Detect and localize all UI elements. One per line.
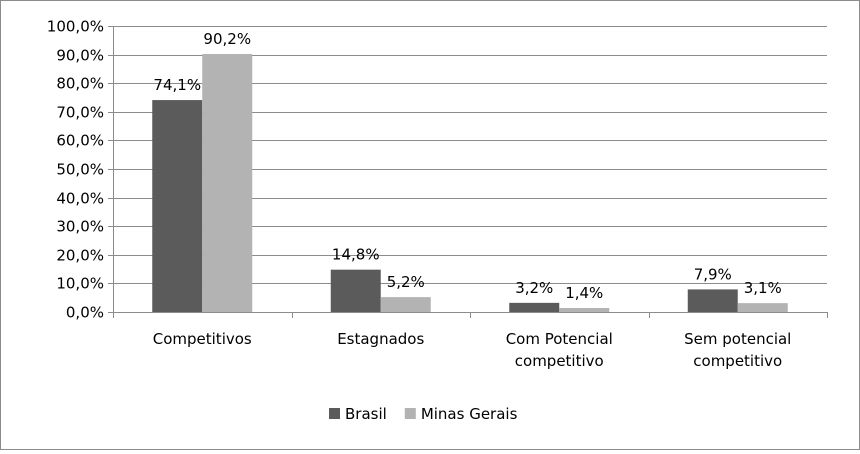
- y-tick-label: 40,0%: [56, 190, 104, 208]
- category-label: Competitivos: [153, 330, 252, 348]
- category-label: competitivo: [515, 352, 604, 370]
- bar-minas-gerais: [737, 303, 788, 312]
- data-label: 5,2%: [387, 273, 425, 291]
- y-tick-label: 30,0%: [56, 218, 104, 236]
- category-label: Com Potencial: [506, 330, 613, 348]
- data-label: 90,2%: [203, 30, 251, 48]
- legend-swatch: [329, 408, 340, 419]
- y-tick-label: 70,0%: [56, 104, 104, 122]
- legend-label: Minas Gerais: [421, 405, 518, 423]
- data-label: 74,1%: [153, 76, 201, 94]
- y-tick-label: 60,0%: [56, 132, 104, 150]
- legend: Brasil Minas Gerais: [329, 405, 518, 423]
- data-label: 3,2%: [515, 279, 553, 297]
- y-tick-label: 10,0%: [56, 275, 104, 293]
- category-label: competitivo: [693, 352, 782, 370]
- y-tick-label: 50,0%: [56, 161, 104, 179]
- axes: 0,0% 10,0% 20,0% 30,0% 40,0% 50,0% 60,0% 70,0% 8…: [47, 18, 828, 370]
- bar-brasil: [152, 100, 203, 312]
- data-label: 7,9%: [694, 265, 732, 283]
- bar-brasil: [330, 269, 381, 312]
- bars: [152, 54, 788, 312]
- category-label: Estagnados: [337, 330, 424, 348]
- bar-brasil: [509, 302, 560, 312]
- bar-minas-gerais: [202, 54, 253, 312]
- category-label: Sem potencial: [684, 330, 791, 348]
- y-tick-label: 90,0%: [56, 47, 104, 65]
- bar-minas-gerais: [559, 307, 610, 312]
- legend-swatch: [404, 408, 416, 419]
- y-tick-label: 80,0%: [56, 75, 104, 93]
- data-label: 3,1%: [744, 279, 782, 297]
- y-tick-label: 100,0%: [47, 18, 104, 36]
- data-label: 1,4%: [565, 284, 603, 302]
- y-tick-label: 0,0%: [66, 304, 104, 322]
- bar-brasil: [687, 289, 738, 312]
- data-label: 14,8%: [332, 246, 380, 264]
- legend-label: Brasil: [345, 405, 387, 423]
- data-labels: 74,1% 14,8% 3,2% 7,9% 90,2% 5,2% 1,4% 3,1%: [153, 30, 781, 302]
- bar-minas-gerais: [380, 297, 431, 312]
- y-tick-label: 20,0%: [56, 247, 104, 265]
